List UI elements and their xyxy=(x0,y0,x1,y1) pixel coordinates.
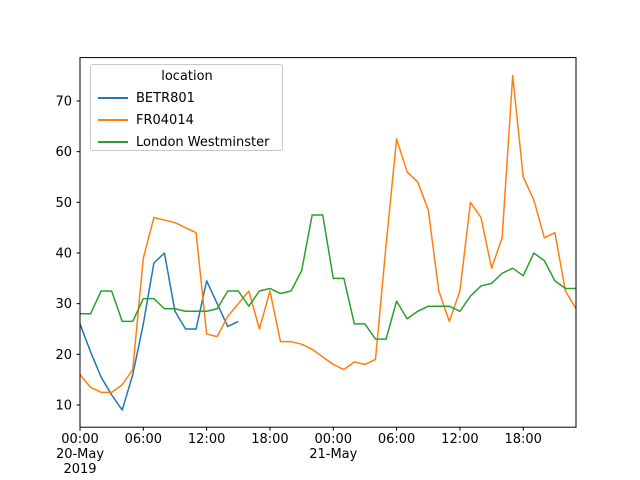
line-betr801 xyxy=(79,252,239,411)
y-tick-label-20: 20 xyxy=(55,348,72,363)
legend-title: location xyxy=(161,69,213,84)
x-tick-year-label: 2019 xyxy=(63,462,96,477)
legend-line-sample-betr801 xyxy=(98,97,128,99)
x-tick-label: 18:00 xyxy=(504,432,541,447)
x-tick-label: 18:00 xyxy=(251,432,288,447)
axes-frame xyxy=(79,57,577,428)
x-tick-label: 06:00 xyxy=(378,432,415,447)
data-lines xyxy=(79,74,577,411)
legend: location BETR801 FR04014 London Westmins… xyxy=(90,64,283,151)
x-tick-label: 12:00 xyxy=(188,432,225,447)
line-london-westminster xyxy=(80,214,576,340)
x-tick-label: 06:00 xyxy=(125,432,162,447)
legend-line-sample-fr04014 xyxy=(98,119,128,121)
y-tick-label-10: 10 xyxy=(55,399,72,414)
y-tick-label-40: 40 xyxy=(55,246,72,261)
legend-label-london: London Westminster xyxy=(136,134,270,150)
y-tick-label-60: 60 xyxy=(55,145,72,160)
legend-label-betr801: BETR801 xyxy=(136,90,195,106)
x-tick-date-label: 21-May xyxy=(309,447,357,462)
legend-label-fr04014: FR04014 xyxy=(136,112,194,128)
line-fr04014 xyxy=(79,74,577,394)
x-tick-date-label: 20-May xyxy=(56,447,104,462)
legend-entry-betr801: BETR801 xyxy=(98,87,276,109)
legend-entry-fr04014: FR04014 xyxy=(98,109,276,131)
x-tick-label: 12:00 xyxy=(441,432,478,447)
y-tick-label-50: 50 xyxy=(55,196,72,211)
y-axis-ticks: 10 20 30 40 50 60 70 xyxy=(55,94,80,414)
y-tick-label-30: 30 xyxy=(55,297,72,312)
y-tick-label-70: 70 xyxy=(55,94,72,109)
x-tick-label: 00:00 xyxy=(315,432,352,447)
legend-line-sample-london xyxy=(98,141,128,143)
legend-entry-london-westminster: London Westminster xyxy=(98,131,276,153)
x-tick-label: 00:00 xyxy=(61,432,98,447)
